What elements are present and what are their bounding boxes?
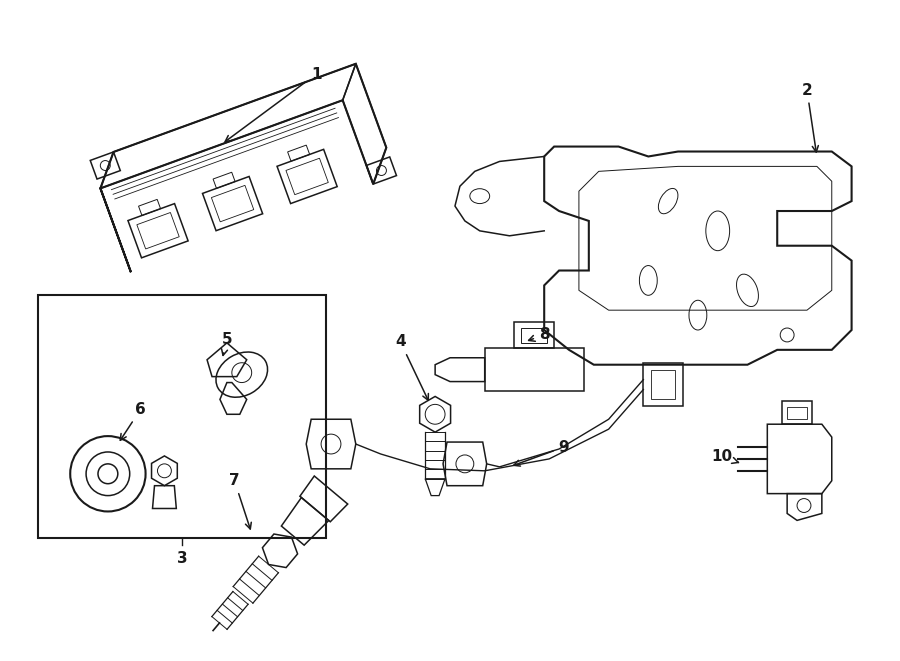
Text: 7: 7: [230, 473, 251, 529]
Text: 3: 3: [177, 551, 187, 566]
Text: 6: 6: [121, 402, 146, 440]
Bar: [652, 369, 675, 399]
Text: 10: 10: [712, 449, 739, 465]
Text: 2: 2: [802, 83, 818, 152]
Text: 9: 9: [514, 440, 570, 466]
Bar: [39, 295, 326, 538]
Bar: [521, 328, 547, 343]
Text: 8: 8: [528, 327, 550, 342]
Text: 1: 1: [225, 67, 321, 141]
Text: 5: 5: [221, 332, 232, 356]
Bar: [788, 407, 807, 419]
Text: 4: 4: [395, 334, 428, 401]
